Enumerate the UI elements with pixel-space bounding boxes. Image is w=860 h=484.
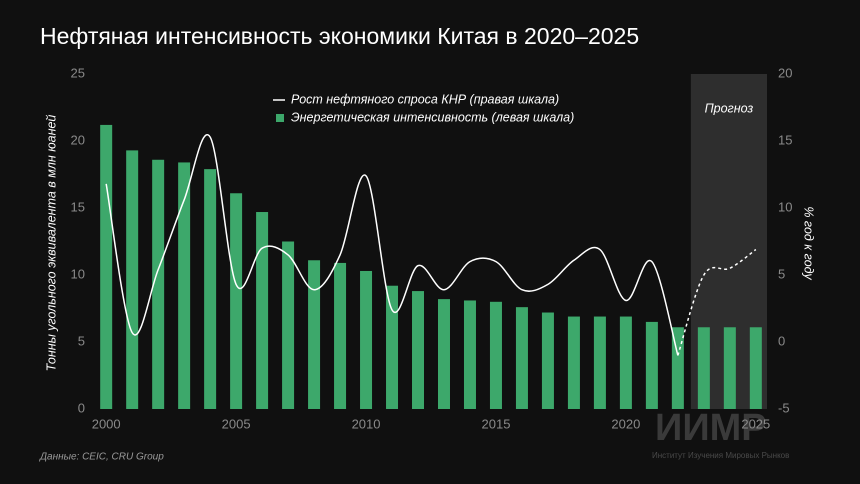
line-forecast — [677, 248, 757, 356]
bar — [334, 262, 347, 409]
bar — [282, 241, 295, 409]
y-axis-title: Тонны угольного эквивалента в млн юаней — [44, 115, 58, 372]
line — [105, 133, 679, 356]
bar — [230, 193, 243, 409]
x-tick-label: 2025 — [741, 416, 770, 431]
y2-tick-label: 0 — [778, 333, 785, 348]
bar — [412, 291, 425, 409]
bar — [541, 312, 554, 409]
x-tick-label: 2020 — [611, 416, 640, 431]
bar — [178, 162, 191, 409]
y-tick-label: 15 — [71, 199, 85, 214]
bar — [723, 327, 736, 409]
x-tick-label: 2000 — [92, 416, 121, 431]
x-tick-label: 2005 — [222, 416, 251, 431]
bar — [593, 316, 606, 409]
bar — [463, 300, 476, 409]
y2-tick-label: 5 — [778, 266, 785, 281]
legend-label: Рост нефтяного спроса КНР (правая шкала) — [291, 92, 559, 106]
bar — [100, 124, 113, 410]
y2-tick-label: 10 — [778, 199, 792, 214]
bar — [256, 212, 269, 409]
bar — [360, 270, 373, 409]
y2-tick-label: -5 — [778, 400, 790, 415]
y-tick-label: 5 — [78, 333, 85, 348]
watermark: ИИМР — [655, 407, 767, 449]
y-tick-label: 10 — [71, 266, 85, 281]
bar — [749, 327, 762, 409]
y-tick-label: 20 — [71, 132, 85, 147]
bar — [308, 260, 321, 409]
chart-title: Нефтяная интенсивность экономики Китая в… — [40, 23, 639, 49]
bar — [619, 316, 632, 409]
legend-swatch — [276, 114, 284, 122]
bar — [152, 159, 165, 409]
bar — [515, 307, 528, 409]
y2-tick-label: 15 — [778, 132, 792, 147]
bar — [386, 285, 399, 409]
x-tick-label: 2015 — [482, 416, 511, 431]
y2-tick-label: 20 — [778, 65, 792, 80]
bar — [437, 299, 450, 409]
bar — [645, 321, 658, 409]
bar — [489, 301, 502, 409]
bar — [697, 327, 710, 409]
watermark-subtitle: Институт Изучения Мировых Рынков — [652, 451, 789, 460]
bar — [567, 316, 580, 409]
source: Данные: CEIC, CRU Group — [39, 452, 164, 463]
y-tick-label: 25 — [71, 65, 85, 80]
forecast-label: Прогноз — [705, 101, 754, 115]
legend-label: Энергетическая интенсивность (левая шкал… — [291, 110, 574, 124]
bar — [126, 150, 139, 409]
x-tick-label: 2010 — [352, 416, 381, 431]
bar — [204, 169, 217, 409]
y2-axis-title: % год к году — [802, 206, 816, 280]
y-tick-label: 0 — [78, 400, 85, 415]
